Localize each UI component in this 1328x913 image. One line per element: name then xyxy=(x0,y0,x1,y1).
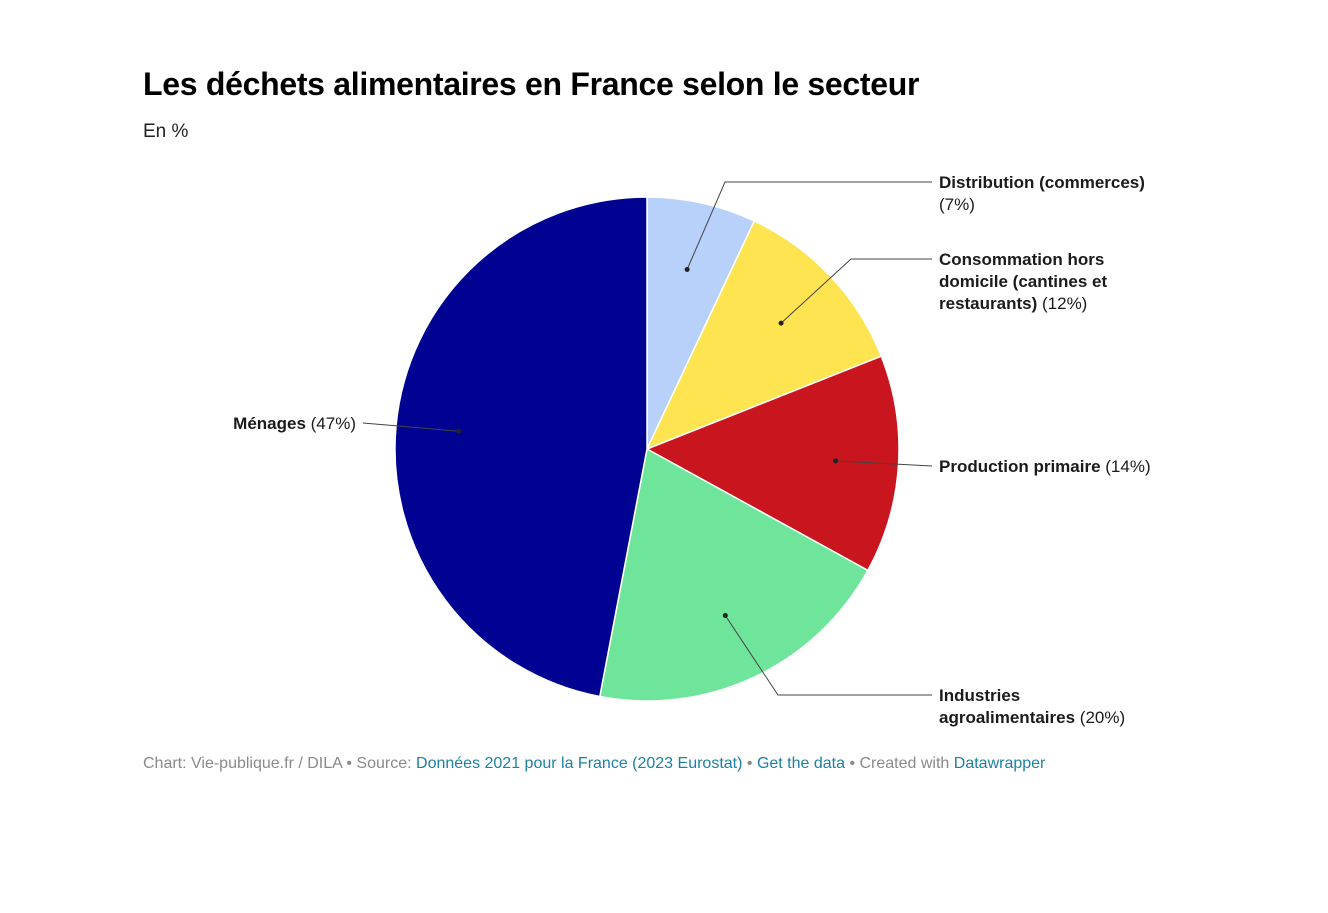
footer-source-prefix: Source: xyxy=(356,755,417,772)
slice-industries xyxy=(598,447,869,702)
leader-line xyxy=(362,422,459,432)
slice-label-name: Ménages xyxy=(233,414,306,433)
pie-slices xyxy=(394,196,900,702)
slice-label-industries: Industries agroalimentaires (20%) xyxy=(939,685,1139,729)
footer-separator: • xyxy=(341,755,357,772)
footer-separator: • xyxy=(845,755,860,772)
slice-label-name: Production primaire xyxy=(939,457,1101,476)
footer-created-with: Created with xyxy=(859,755,954,772)
slice-label-value: (7%) xyxy=(939,195,975,214)
slice-label-value: (14%) xyxy=(1105,457,1151,476)
footer-source-link[interactable]: Données 2021 pour la France (2023 Eurost… xyxy=(416,755,743,772)
slice-distribution xyxy=(646,196,756,450)
chart-title: Les déchets alimentaires en France selon… xyxy=(143,66,920,102)
leader-line xyxy=(780,258,932,324)
leader-line xyxy=(724,615,932,696)
leader-line xyxy=(835,460,933,467)
slice-label-distribution: Distribution (commerces) (7%) xyxy=(939,172,1169,216)
leader-dot xyxy=(778,320,784,326)
slice-menages xyxy=(394,196,648,698)
datawrapper-link[interactable]: Datawrapper xyxy=(953,755,1046,772)
leader-dot xyxy=(833,458,839,464)
slice-label-name: Consommation hors domicile (cantines et … xyxy=(939,250,1108,313)
slice-label-menages: Ménages (47%) xyxy=(170,413,356,435)
slice-label-value: (12%) xyxy=(1042,294,1088,313)
get-the-data-link[interactable]: Get the data xyxy=(756,755,845,772)
slice-label-name: Industries agroalimentaires xyxy=(939,686,1076,727)
slice-production xyxy=(645,355,900,572)
footer-separator: • xyxy=(742,755,757,772)
slice-label-consommation: Consommation hors domicile (cantines et … xyxy=(939,249,1129,315)
leader-lines xyxy=(362,181,933,696)
slice-label-production: Production primaire (14%) xyxy=(939,456,1199,478)
slice-label-value: (47%) xyxy=(310,414,356,433)
leader-line xyxy=(686,181,932,270)
chart-footer: Chart: Vie-publique.fr / DILA • Source: … xyxy=(143,755,1045,773)
chart-subtitle: En % xyxy=(143,121,189,142)
slice-label-name: Distribution (commerces) xyxy=(939,173,1145,192)
slice-consommation xyxy=(645,219,883,451)
leader-dot xyxy=(722,613,728,618)
leader-dot xyxy=(684,267,690,272)
slice-label-value: (20%) xyxy=(1079,708,1126,727)
leader-dot xyxy=(456,428,462,434)
footer-credit: Chart: Vie-publique.fr / DILA xyxy=(143,755,342,772)
